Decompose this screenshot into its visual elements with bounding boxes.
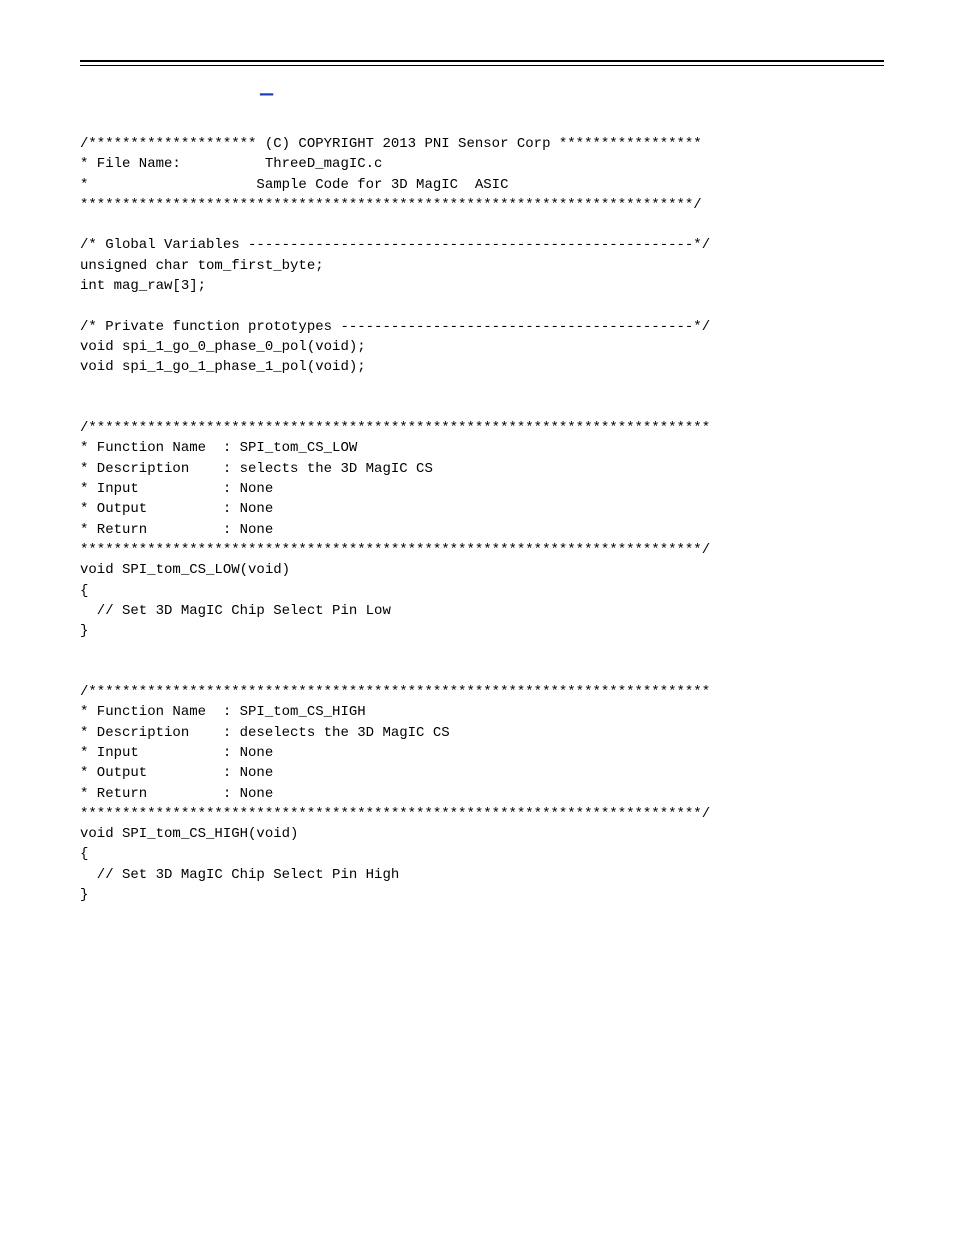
code-line: /******************** (C) COPYRIGHT 2013…: [80, 136, 702, 152]
code-line: ****************************************…: [80, 806, 710, 822]
code-line: * Function Name : SPI_tom_CS_LOW: [80, 440, 357, 456]
code-line: void SPI_tom_CS_LOW(void): [80, 562, 290, 578]
code-line: }: [80, 887, 88, 903]
code-line: * File Name: ThreeD_magIC.c: [80, 156, 382, 172]
code-line: {: [80, 846, 88, 862]
code-line: /***************************************…: [80, 684, 710, 700]
code-line: * Description : selects the 3D MagIC CS: [80, 461, 433, 477]
code-block: /******************** (C) COPYRIGHT 2013…: [80, 134, 884, 905]
code-line: void spi_1_go_0_phase_0_pol(void);: [80, 339, 366, 355]
code-line: ****************************************…: [80, 542, 710, 558]
code-line: * Output : None: [80, 765, 273, 781]
header-rule-thick: [80, 60, 884, 62]
code-line: * Return : None: [80, 522, 273, 538]
header-rule-thin: [80, 65, 884, 66]
page: — /******************** (C) COPYRIGHT 20…: [0, 0, 954, 965]
code-line: /* Private function prototypes ---------…: [80, 319, 710, 335]
code-line: }: [80, 623, 88, 639]
code-line: * Input : None: [80, 745, 273, 761]
code-line: ****************************************…: [80, 197, 702, 213]
code-line: * Sample Code for 3D MagIC ASIC: [80, 177, 508, 193]
code-line: * Function Name : SPI_tom_CS_HIGH: [80, 704, 366, 720]
code-line: {: [80, 583, 88, 599]
code-line: * Output : None: [80, 501, 273, 517]
code-line: unsigned char tom_first_byte;: [80, 258, 324, 274]
code-line: // Set 3D MagIC Chip Select Pin Low: [80, 603, 391, 619]
code-line: int mag_raw[3];: [80, 278, 206, 294]
code-line: /* Global Variables --------------------…: [80, 237, 710, 253]
code-line: void spi_1_go_1_phase_1_pol(void);: [80, 359, 366, 375]
code-line: * Description : deselects the 3D MagIC C…: [80, 725, 450, 741]
header-dash: —: [260, 84, 884, 106]
code-line: // Set 3D MagIC Chip Select Pin High: [80, 867, 399, 883]
code-line: void SPI_tom_CS_HIGH(void): [80, 826, 298, 842]
code-line: * Return : None: [80, 786, 273, 802]
code-line: /***************************************…: [80, 420, 710, 436]
code-line: * Input : None: [80, 481, 273, 497]
